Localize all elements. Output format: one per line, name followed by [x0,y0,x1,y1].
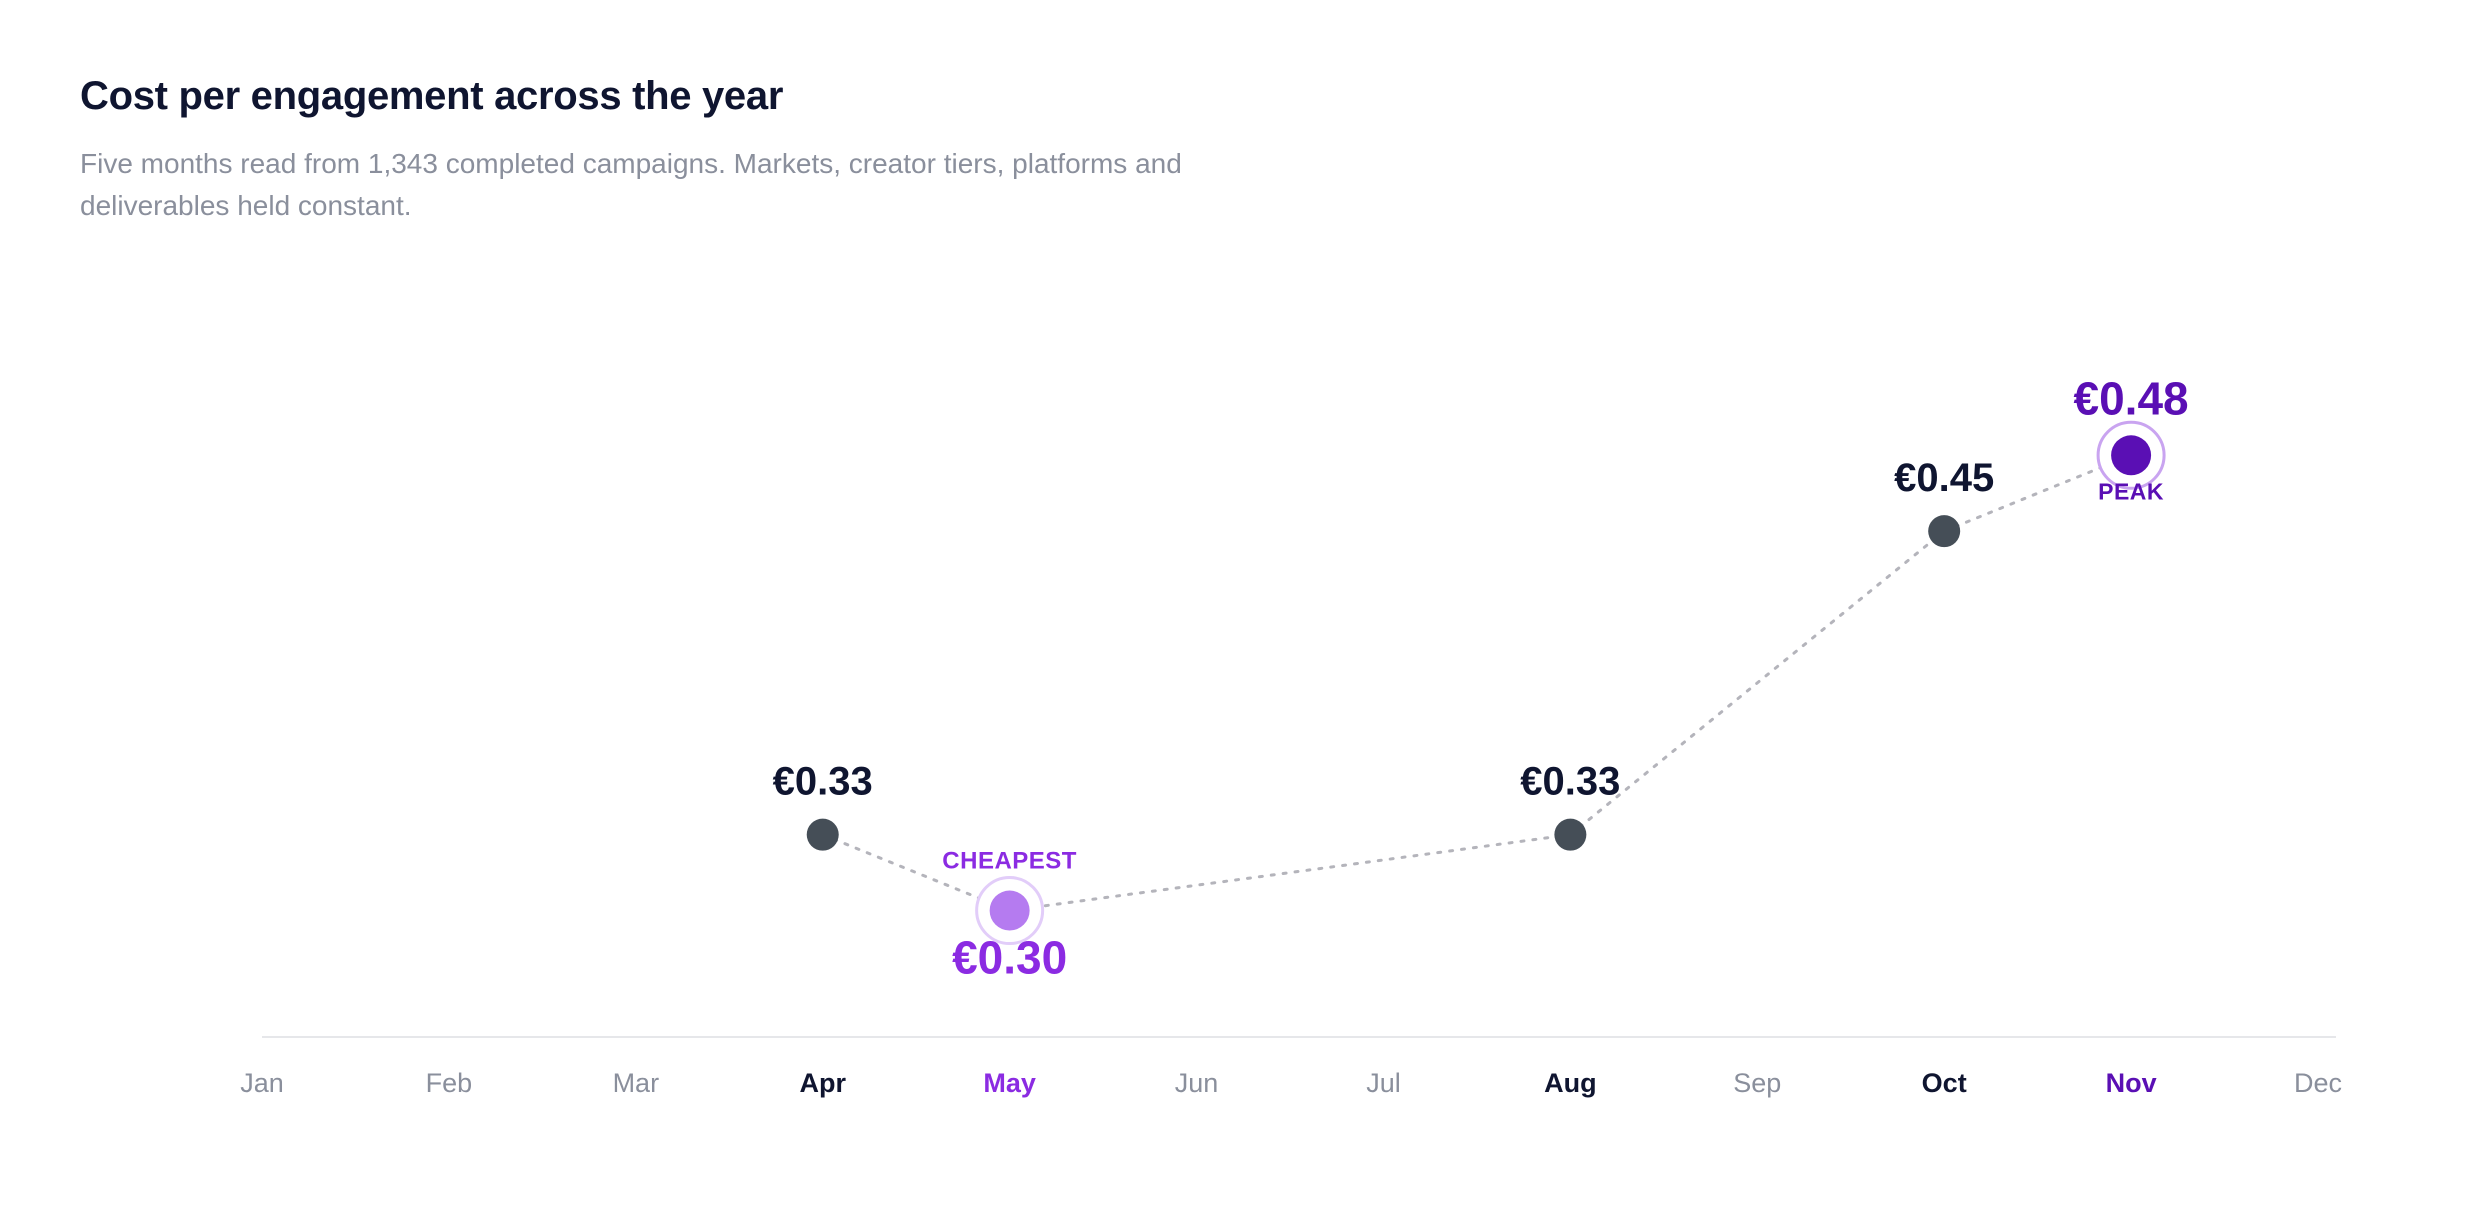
x-tick-label-feb: Feb [426,1068,473,1098]
x-tick-label-sep: Sep [1733,1068,1781,1098]
data-label: €0.45 [1894,456,1994,500]
data-point-apr: €0.33 [773,760,873,851]
chart-subtitle: Five months read from 1,343 completed ca… [80,148,1182,221]
x-axis-tick-labels: Jan Feb Mar Apr May Jun Jul Aug Sep Oct Nov Dec [240,1068,2342,1098]
data-label: €0.30 [952,932,1067,984]
point-marker [1928,515,1961,548]
x-tick-label-jan: Jan [240,1068,284,1098]
point-marker [1554,818,1587,851]
x-tick-label-apr: Apr [799,1068,846,1098]
point-marker [2111,435,2152,476]
x-tick-label-jul: Jul [1366,1068,1401,1098]
data-points: €0.33 CHEAPEST €0.30 €0.33 €0.45 €0.48 PEAK [773,372,2189,983]
data-label: €0.48 [2074,372,2189,424]
x-tick-label-nov: Nov [2106,1068,2157,1098]
chart-title: Cost per engagement across the year [80,74,784,118]
data-label: €0.33 [773,760,873,804]
x-tick-label-may: May [983,1068,1036,1098]
x-tick-label-mar: Mar [613,1068,660,1098]
x-tick-label-aug: Aug [1544,1068,1596,1098]
point-marker [806,818,839,851]
peak-tag: PEAK [2098,478,2164,504]
x-tick-label-dec: Dec [2294,1068,2342,1098]
x-tick-label-oct: Oct [1922,1068,1967,1098]
connector-line [1568,529,1946,837]
data-point-aug: €0.33 [1520,760,1620,851]
cheapest-tag: CHEAPEST [942,848,1077,875]
connector-line [1008,833,1572,913]
point-marker [989,890,1030,931]
data-point-oct: €0.45 [1894,456,1994,548]
data-point-may: CHEAPEST €0.30 [942,848,1077,984]
x-tick-label-jun: Jun [1175,1068,1219,1098]
data-point-nov: €0.48 PEAK [2074,372,2189,504]
data-label: €0.33 [1520,760,1620,804]
